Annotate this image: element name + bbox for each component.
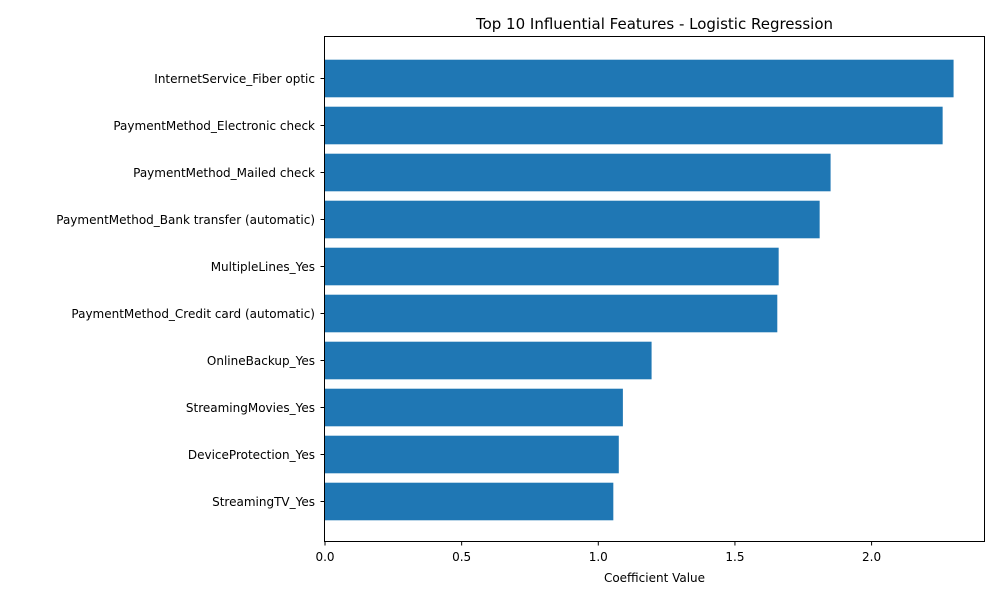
x-axis-label: Coefficient Value [604,571,705,585]
axes-frame [324,36,985,542]
x-tick-label: 2.0 [862,550,881,564]
bar [325,435,619,474]
bar [325,341,652,380]
y-tick-label: PaymentMethod_Mailed check [133,166,315,180]
x-tick-label: 1.0 [589,550,608,564]
y-tick-label: PaymentMethod_Bank transfer (automatic) [56,213,315,227]
y-axis-ticks: InternetService_Fiber optic PaymentMethod… [56,72,325,509]
bar [325,247,779,286]
bar [325,59,954,98]
bar [325,482,614,521]
y-tick-label: PaymentMethod_Electronic check [113,119,315,133]
y-tick-label: DeviceProtection_Yes [188,448,315,462]
x-tick-label: 1.5 [725,550,744,564]
y-tick-label: StreamingTV_Yes [212,495,315,509]
bars-group [325,59,954,521]
y-tick-label: OnlineBackup_Yes [207,354,315,368]
bar [325,388,623,427]
x-axis-ticks: 0.0 0.5 1.0 1.5 2.0 [315,541,881,564]
bar [325,294,778,333]
bar [325,153,831,192]
x-tick-label: 0.0 [315,550,334,564]
y-tick-label: InternetService_Fiber optic [154,72,315,86]
bar [325,200,820,239]
chart-title: Top 10 Influential Features - Logistic R… [475,15,833,33]
bar [325,106,943,145]
y-tick-label: StreamingMovies_Yes [186,401,315,415]
x-tick-label: 0.5 [452,550,471,564]
y-tick-label: MultipleLines_Yes [211,260,315,274]
y-tick-label: PaymentMethod_Credit card (automatic) [71,307,315,321]
